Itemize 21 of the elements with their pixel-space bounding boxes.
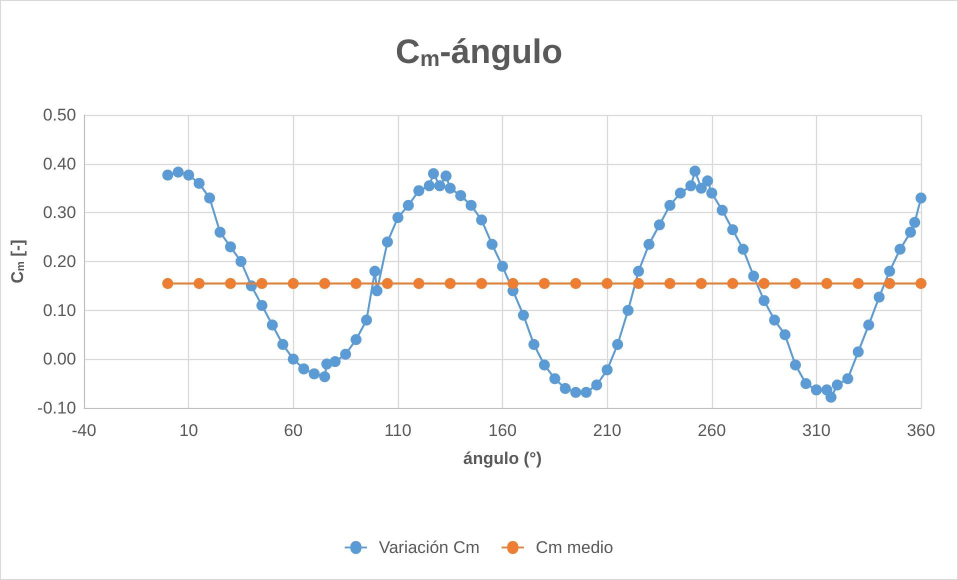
x-tick-label: 360 bbox=[906, 421, 936, 440]
x-tick-label: 60 bbox=[284, 421, 303, 440]
y-tick-label: 0.40 bbox=[42, 154, 76, 174]
y-tick-label: 0.30 bbox=[42, 203, 76, 222]
y-tick-label: 0.10 bbox=[42, 300, 76, 320]
x-tick-label: 210 bbox=[592, 421, 622, 440]
y-tick-label: 0.50 bbox=[42, 106, 76, 124]
y-tick-label: 0.00 bbox=[42, 350, 76, 369]
x-axis-title: ángulo (°) bbox=[463, 449, 542, 468]
x-tick-label: 110 bbox=[384, 421, 412, 440]
legend-label: Cm medio bbox=[536, 538, 614, 557]
y-tick-label: -0.10 bbox=[37, 398, 76, 418]
x-tick-label: 260 bbox=[698, 421, 726, 440]
x-tick-label: 10 bbox=[179, 421, 198, 440]
y-axis-title: Cm [-] bbox=[8, 240, 27, 284]
x-tick-label: -40 bbox=[72, 421, 96, 440]
y-tick-label: 0.20 bbox=[42, 252, 76, 271]
x-tick-label: 160 bbox=[488, 421, 517, 440]
chart-title: Cm-ángulo bbox=[396, 32, 562, 72]
x-tick-label: 310 bbox=[802, 421, 831, 440]
legend-label: Variación Cm bbox=[378, 538, 480, 557]
